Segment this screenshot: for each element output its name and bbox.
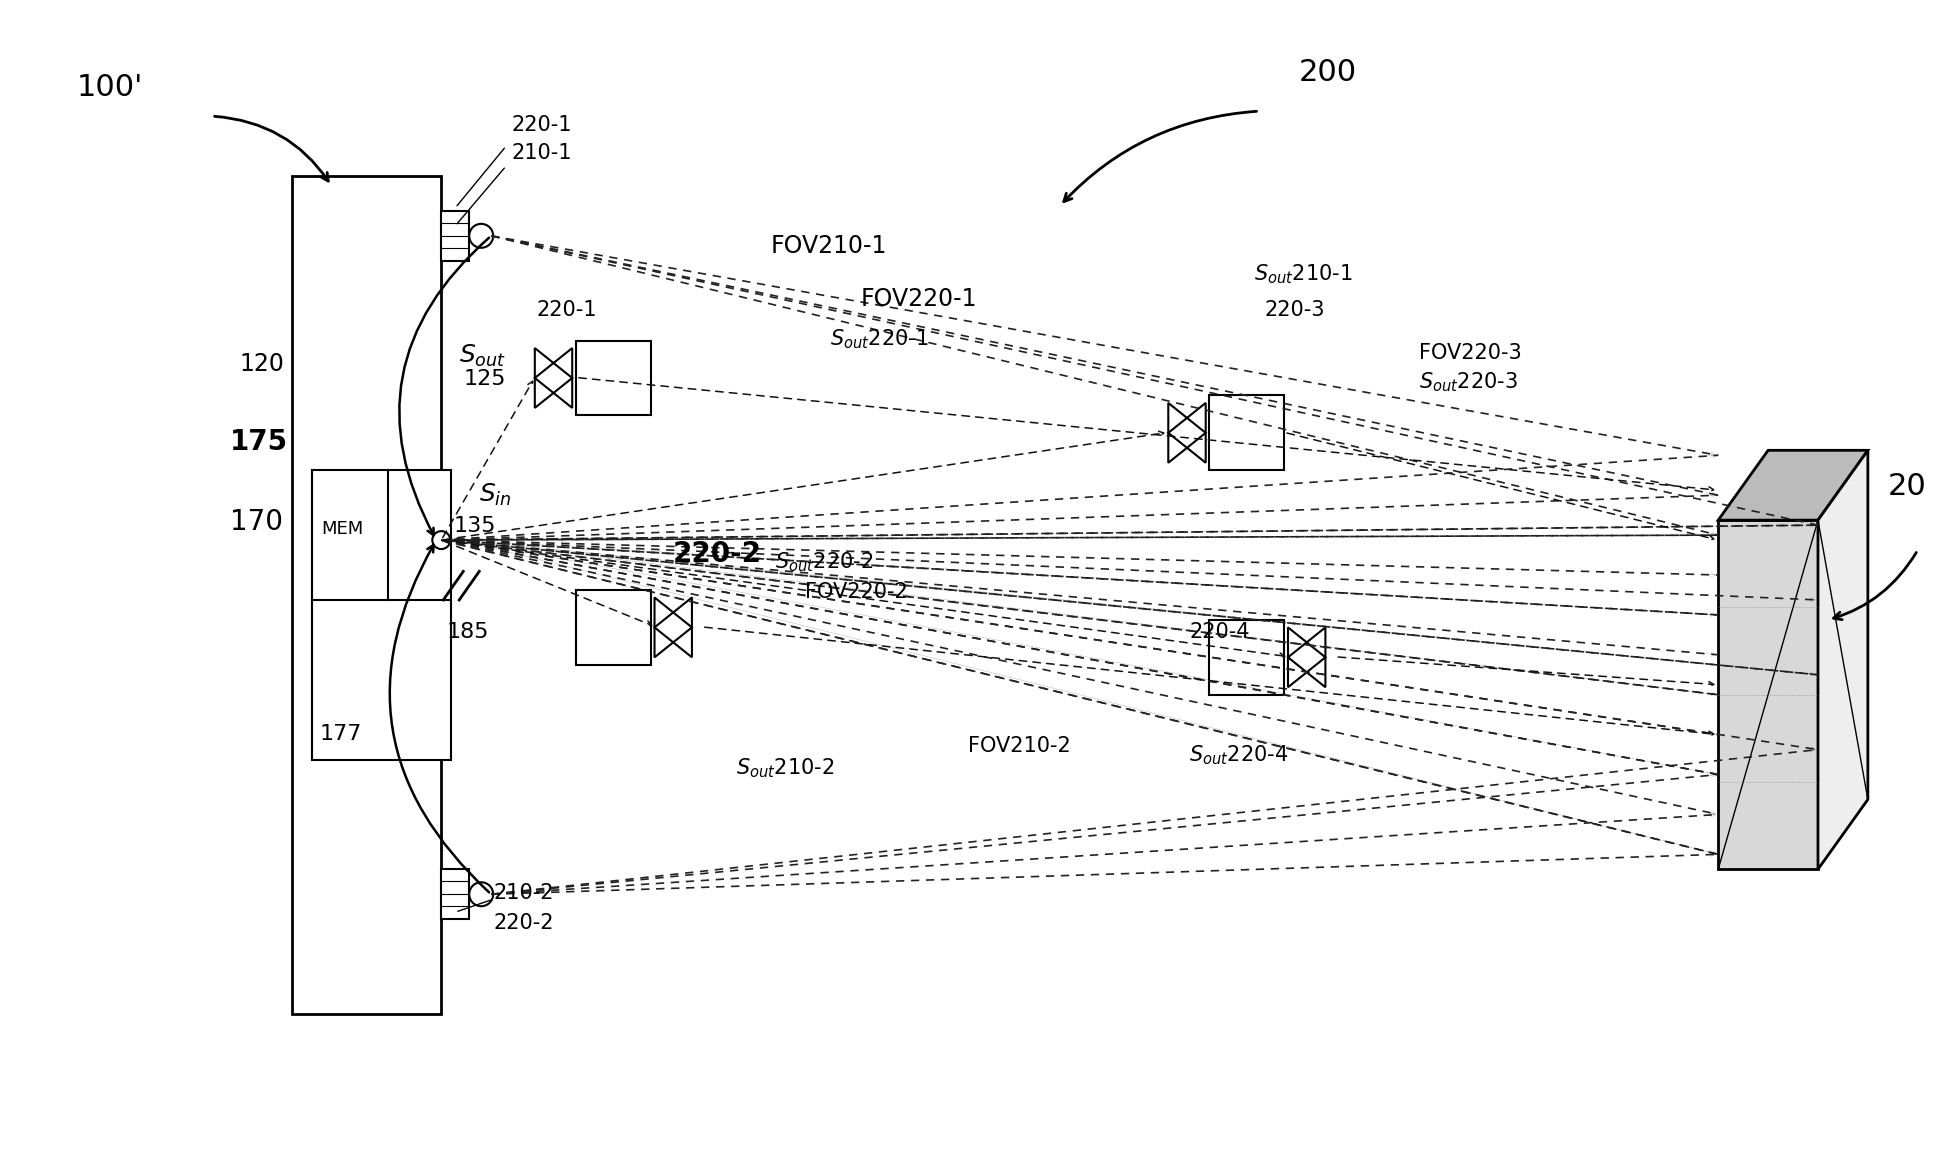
Text: $S_{out}$: $S_{out}$ <box>458 342 507 369</box>
Text: 220-2: 220-2 <box>494 913 554 933</box>
Polygon shape <box>1719 450 1867 520</box>
Polygon shape <box>1818 450 1867 869</box>
Text: 20: 20 <box>1889 472 1926 501</box>
Text: 220-3: 220-3 <box>1264 299 1325 320</box>
Text: 200: 200 <box>1299 58 1358 87</box>
Text: FOV220-3: FOV220-3 <box>1418 342 1522 363</box>
Bar <box>441 869 468 919</box>
Text: $S_{out}$210-2: $S_{out}$210-2 <box>736 756 833 781</box>
Text: $S_{out}$220-3: $S_{out}$220-3 <box>1418 370 1518 394</box>
Text: 185: 185 <box>447 622 490 641</box>
Text: 220-1: 220-1 <box>511 115 572 135</box>
Text: 175: 175 <box>230 428 289 456</box>
Text: 220-2: 220-2 <box>673 541 761 568</box>
Text: 135: 135 <box>453 516 496 536</box>
Text: FOV220-2: FOV220-2 <box>806 582 907 602</box>
Text: $S_{in}$: $S_{in}$ <box>480 483 511 508</box>
Bar <box>291 176 441 1014</box>
Text: 177: 177 <box>320 724 363 744</box>
Text: 210-1: 210-1 <box>511 143 572 164</box>
Circle shape <box>433 531 451 549</box>
Bar <box>576 590 652 665</box>
Text: MEM: MEM <box>322 520 363 538</box>
Circle shape <box>468 224 494 248</box>
Text: 125: 125 <box>462 370 505 390</box>
Circle shape <box>468 883 494 906</box>
Bar <box>1210 619 1284 695</box>
Text: FOV210-1: FOV210-1 <box>771 234 888 258</box>
Text: $S_{out}$220-4: $S_{out}$220-4 <box>1190 744 1290 767</box>
Text: 120: 120 <box>240 351 285 376</box>
Text: $S_{out}$220-1: $S_{out}$220-1 <box>831 327 929 351</box>
Polygon shape <box>1719 520 1818 869</box>
Bar <box>1210 396 1284 470</box>
Text: $S_{out}$220-2: $S_{out}$220-2 <box>775 550 874 574</box>
Text: 170: 170 <box>230 508 283 536</box>
Text: 100': 100' <box>78 73 144 102</box>
Text: 210-2: 210-2 <box>494 883 554 904</box>
Bar <box>441 211 468 261</box>
Text: FOV220-1: FOV220-1 <box>860 287 977 311</box>
Text: $S_{out}$210-1: $S_{out}$210-1 <box>1254 262 1352 287</box>
Bar <box>576 341 652 415</box>
Text: FOV210-2: FOV210-2 <box>968 735 1071 755</box>
Bar <box>312 470 451 760</box>
Text: 220-1: 220-1 <box>537 299 597 320</box>
Text: 220-4: 220-4 <box>1190 622 1251 641</box>
